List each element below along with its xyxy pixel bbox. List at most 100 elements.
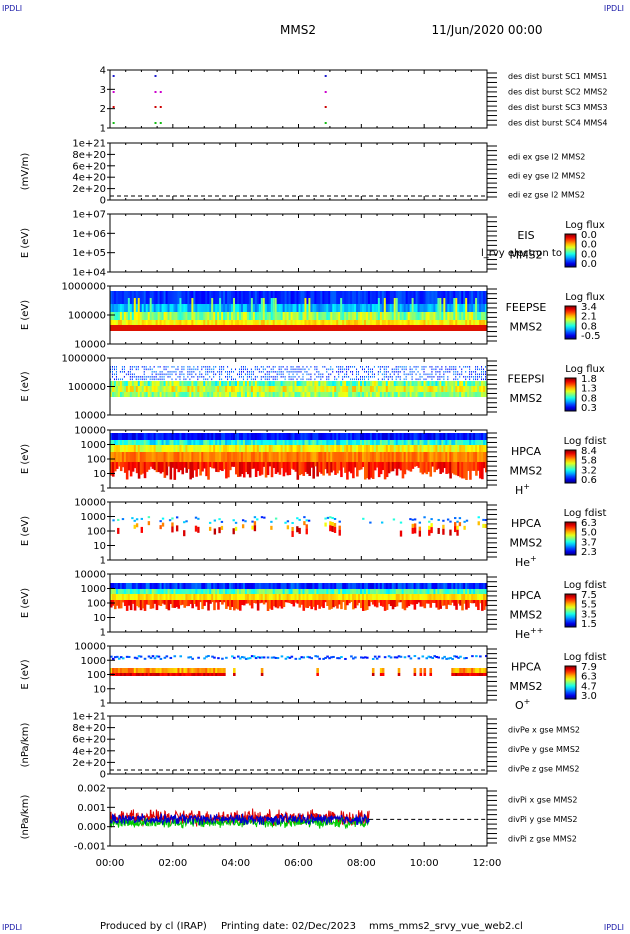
heatmap-cell — [441, 386, 444, 392]
heatmap-cell — [137, 368, 139, 371]
heatmap-cell — [149, 386, 153, 392]
heatmap-cell — [302, 381, 306, 386]
heatmap-cell — [197, 378, 199, 381]
heatmap-cell — [421, 583, 425, 589]
heatmap-cell — [479, 291, 482, 304]
heatmap-cell — [207, 378, 209, 381]
heatmap-cell — [189, 673, 192, 676]
heatmap-cell — [441, 462, 444, 473]
burst-marker — [112, 122, 115, 124]
heatmap-cell — [225, 445, 228, 452]
heatmap-cell — [173, 325, 177, 331]
heatmap-cell — [387, 381, 391, 386]
heatmap-cell — [288, 304, 292, 312]
heatmap-cell — [413, 320, 417, 325]
heatmap-cell — [350, 378, 352, 381]
heatmap-cell — [310, 373, 312, 376]
hpca_h-instrument-label: HPCA — [511, 445, 542, 458]
heatmap-cell — [333, 517, 337, 520]
heatmap-cell — [219, 373, 221, 376]
heatmap-cell — [195, 381, 198, 386]
heatmap-cell — [272, 291, 276, 304]
heatmap-cell — [161, 433, 165, 440]
heatmap-cell — [260, 462, 264, 475]
heatmap-cell — [314, 325, 317, 331]
heatmap-cell — [133, 445, 137, 452]
heatmap-cell — [413, 518, 417, 521]
heatmap-cell — [356, 320, 359, 325]
heatmap-cell — [320, 392, 323, 397]
heatmap-cell — [141, 291, 145, 304]
heatmap-cell — [330, 433, 333, 440]
burst-marker — [112, 75, 115, 77]
heatmap-cell — [471, 589, 474, 594]
heatmap-cell — [479, 392, 482, 397]
heatmap-cell — [360, 440, 363, 445]
heatmap-cell — [354, 366, 356, 368]
heatmap-cell — [163, 376, 165, 378]
heatmap-cell — [262, 445, 266, 452]
heatmap-cell — [463, 312, 466, 320]
heatmap-cell — [286, 366, 288, 368]
heatmap-cell — [306, 304, 310, 312]
heatmap-cell — [229, 462, 232, 471]
heatmap-cell — [157, 378, 159, 381]
heatmap-cell — [322, 325, 325, 331]
heatmap-cell — [272, 378, 274, 381]
heatmap-cell — [199, 594, 202, 600]
heatmap-cell — [310, 452, 313, 462]
heatmap-cell — [391, 291, 395, 304]
heatmap-cell — [367, 320, 371, 325]
heatmap-cell — [481, 312, 484, 320]
heatmap-cell — [340, 381, 343, 386]
heatmap-cell — [391, 320, 395, 325]
heatmap-cell — [207, 594, 210, 600]
heatmap-cell — [318, 433, 321, 440]
heatmap-cell — [405, 440, 409, 445]
heatmap-cell — [399, 521, 403, 524]
heatmap-cell — [298, 368, 300, 371]
heatmap-cell — [246, 657, 250, 660]
heatmap-cell — [181, 392, 185, 397]
heatmap-cell — [193, 445, 196, 452]
heatmap-cell — [449, 381, 452, 386]
heatmap-cell — [238, 381, 242, 386]
heatmap-cell — [169, 371, 171, 373]
heatmap-cell — [389, 440, 393, 445]
heatmap-cell — [381, 325, 385, 331]
heatmap-cell — [185, 673, 188, 676]
heatmap-cell — [175, 462, 179, 469]
heatmap-cell — [149, 433, 153, 440]
heatmap-cell — [183, 440, 186, 445]
heatmap-cell — [213, 656, 216, 659]
heatmap-cell — [395, 291, 399, 304]
heatmap-cell — [423, 462, 427, 473]
heatmap-cell — [282, 440, 286, 445]
hpca_h-ytick-label: 10000 — [74, 426, 106, 437]
heatmap-cell — [207, 373, 209, 376]
heatmap-cell — [250, 381, 254, 386]
heatmap-cell — [159, 433, 163, 440]
heatmap-cell — [367, 291, 371, 304]
heatmap-cell — [201, 673, 204, 676]
heatmap-cell — [231, 368, 233, 371]
heatmap-cell — [354, 583, 357, 589]
heatmap-cell — [411, 589, 415, 594]
heatmap-cell — [149, 656, 153, 659]
heatmap-cell — [133, 583, 137, 589]
heatmap-cell — [181, 668, 185, 673]
heatmap-cell — [296, 600, 300, 604]
heatmap-cell — [455, 445, 458, 452]
heatmap-cell — [449, 320, 452, 325]
heatmap-cell — [379, 291, 383, 304]
heatmap-cell — [473, 583, 476, 589]
heatmap-cell — [125, 462, 129, 480]
heatmap-cell — [270, 656, 274, 659]
heatmap-cell — [153, 452, 157, 462]
heatmap-cell — [389, 373, 391, 376]
heatmap-cell — [123, 304, 127, 312]
heatmap-cell — [331, 525, 334, 532]
heatmap-cell — [387, 291, 391, 304]
heatmap-cell — [352, 589, 355, 594]
